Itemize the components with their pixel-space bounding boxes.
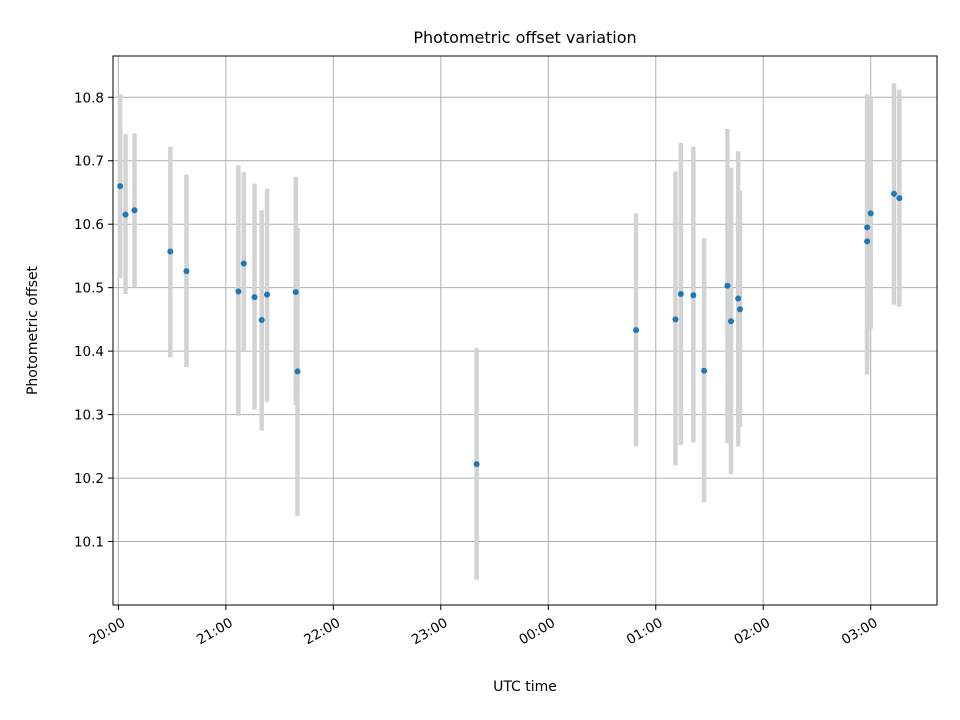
plot-frame xyxy=(112,55,938,606)
y-tick-label: 10.4 xyxy=(74,344,104,360)
data-point xyxy=(258,317,265,324)
y-tick-label: 10.3 xyxy=(74,408,104,424)
data-point xyxy=(294,368,301,375)
data-point xyxy=(473,461,480,468)
data-point xyxy=(117,183,124,190)
data-point xyxy=(864,224,871,231)
data-point xyxy=(240,260,247,267)
y-tick-label: 10.2 xyxy=(74,471,104,487)
data-point xyxy=(183,268,190,275)
data-point xyxy=(167,248,174,255)
data-point xyxy=(292,289,299,296)
y-tick-label: 10.5 xyxy=(74,281,104,297)
data-point xyxy=(867,210,874,217)
data-point xyxy=(690,292,697,299)
data-point xyxy=(672,316,679,323)
data-point xyxy=(701,367,708,374)
data-point xyxy=(724,282,731,289)
point-layer xyxy=(117,183,903,468)
data-point xyxy=(896,195,903,202)
data-point xyxy=(235,288,242,295)
chart-title: Photometric offset variation xyxy=(413,28,636,47)
data-point xyxy=(264,291,271,298)
data-point xyxy=(677,291,684,298)
y-tick-label: 10.7 xyxy=(74,154,104,170)
data-point xyxy=(891,190,898,197)
data-point xyxy=(633,327,640,334)
data-point xyxy=(131,207,138,214)
y-tick-label: 10.1 xyxy=(74,535,104,551)
y-axis-label: Photometric offset xyxy=(25,265,41,395)
data-point xyxy=(864,238,871,245)
data-point xyxy=(736,306,743,313)
data-point xyxy=(728,318,734,325)
data-point xyxy=(122,211,129,218)
grid-layer xyxy=(113,56,937,605)
data-point xyxy=(735,295,742,302)
x-axis-label: UTC time xyxy=(493,679,557,695)
y-tick-label: 10.6 xyxy=(74,217,104,233)
y-tick-label: 10.8 xyxy=(74,90,104,106)
data-point xyxy=(251,294,258,301)
